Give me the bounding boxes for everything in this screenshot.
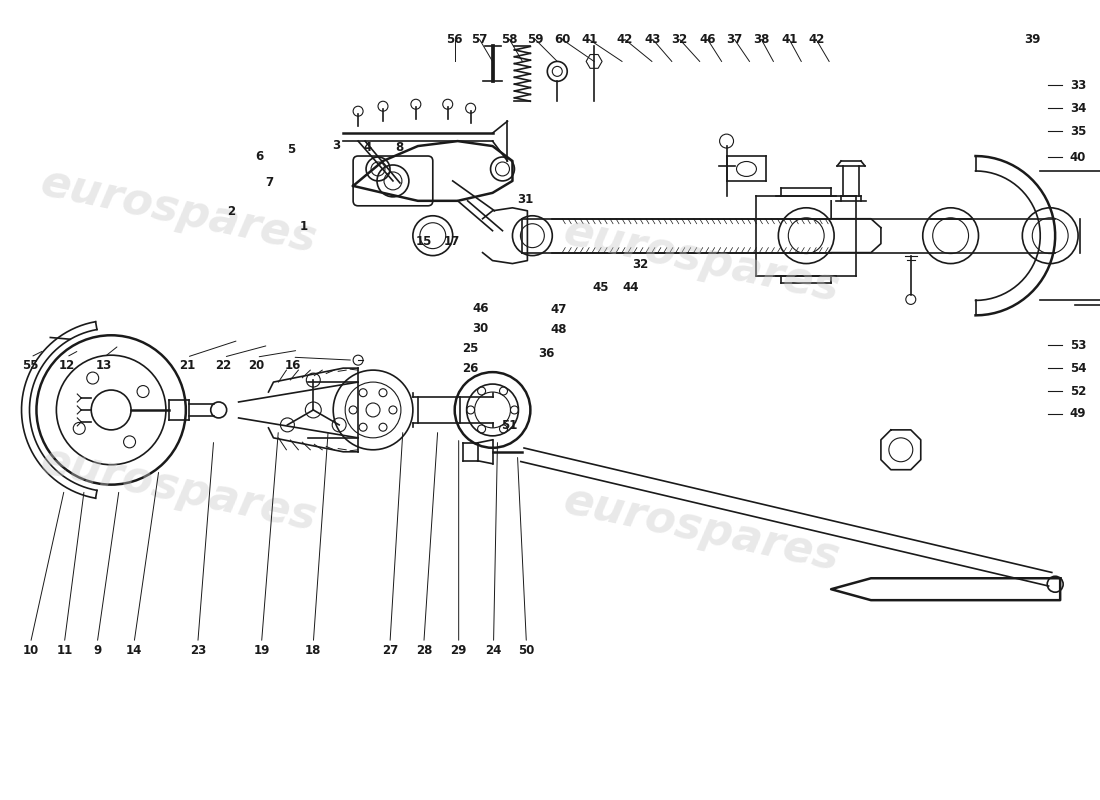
Text: 37: 37 bbox=[726, 33, 742, 46]
Text: 60: 60 bbox=[554, 33, 571, 46]
Text: 59: 59 bbox=[527, 33, 543, 46]
Text: 22: 22 bbox=[216, 358, 232, 372]
Text: 3: 3 bbox=[332, 138, 340, 151]
Text: 15: 15 bbox=[416, 235, 432, 248]
Text: 43: 43 bbox=[645, 33, 661, 46]
Text: 45: 45 bbox=[593, 281, 609, 294]
Text: 47: 47 bbox=[550, 303, 566, 316]
Text: eurospares: eurospares bbox=[560, 479, 844, 580]
Text: 46: 46 bbox=[700, 33, 716, 46]
Text: 41: 41 bbox=[781, 33, 798, 46]
Text: 1: 1 bbox=[299, 220, 307, 234]
Text: 6: 6 bbox=[255, 150, 264, 162]
Text: 32: 32 bbox=[672, 33, 688, 46]
Text: 28: 28 bbox=[416, 645, 432, 658]
Text: 38: 38 bbox=[754, 33, 770, 46]
Text: 4: 4 bbox=[364, 141, 372, 154]
Text: 46: 46 bbox=[472, 302, 488, 315]
Text: 14: 14 bbox=[125, 645, 142, 658]
Text: 40: 40 bbox=[1070, 150, 1087, 163]
Text: 23: 23 bbox=[189, 645, 206, 658]
Text: 11: 11 bbox=[56, 645, 73, 658]
Text: 50: 50 bbox=[518, 645, 535, 658]
Text: 24: 24 bbox=[485, 645, 502, 658]
Text: 33: 33 bbox=[1070, 79, 1086, 92]
Text: 51: 51 bbox=[502, 419, 518, 432]
Text: 26: 26 bbox=[462, 362, 478, 374]
Text: 32: 32 bbox=[631, 258, 648, 271]
Text: 7: 7 bbox=[265, 177, 274, 190]
Text: 42: 42 bbox=[808, 33, 824, 46]
Text: eurospares: eurospares bbox=[560, 210, 844, 311]
Text: 55: 55 bbox=[22, 358, 38, 372]
Text: 16: 16 bbox=[284, 358, 300, 372]
Text: 52: 52 bbox=[1070, 385, 1087, 398]
Text: 36: 36 bbox=[538, 346, 554, 360]
Text: 5: 5 bbox=[287, 142, 296, 155]
Text: 20: 20 bbox=[249, 358, 265, 372]
Text: 2: 2 bbox=[228, 206, 235, 218]
Text: 48: 48 bbox=[550, 322, 566, 336]
Text: 13: 13 bbox=[96, 358, 112, 372]
Text: 41: 41 bbox=[581, 33, 597, 46]
Text: eurospares: eurospares bbox=[36, 439, 321, 540]
Text: 27: 27 bbox=[382, 645, 398, 658]
Text: 29: 29 bbox=[451, 645, 466, 658]
Text: 53: 53 bbox=[1070, 338, 1087, 352]
Text: 19: 19 bbox=[253, 645, 270, 658]
Text: 42: 42 bbox=[617, 33, 634, 46]
Text: 17: 17 bbox=[443, 235, 460, 248]
Text: 21: 21 bbox=[178, 358, 195, 372]
Text: eurospares: eurospares bbox=[36, 161, 321, 261]
Text: 18: 18 bbox=[305, 645, 321, 658]
Text: 25: 25 bbox=[462, 342, 478, 354]
Text: 49: 49 bbox=[1070, 407, 1087, 421]
Text: 10: 10 bbox=[22, 645, 38, 658]
Text: 57: 57 bbox=[472, 33, 487, 46]
Text: 12: 12 bbox=[58, 358, 75, 372]
Text: 8: 8 bbox=[395, 141, 403, 154]
Text: 58: 58 bbox=[502, 33, 518, 46]
Text: 44: 44 bbox=[623, 281, 639, 294]
Text: 9: 9 bbox=[94, 645, 101, 658]
Text: 34: 34 bbox=[1070, 102, 1087, 114]
Text: 35: 35 bbox=[1070, 125, 1087, 138]
Text: 39: 39 bbox=[1024, 33, 1041, 46]
Text: 54: 54 bbox=[1070, 362, 1087, 374]
Text: 31: 31 bbox=[517, 194, 534, 206]
Text: 56: 56 bbox=[447, 33, 463, 46]
Text: 30: 30 bbox=[473, 322, 488, 334]
